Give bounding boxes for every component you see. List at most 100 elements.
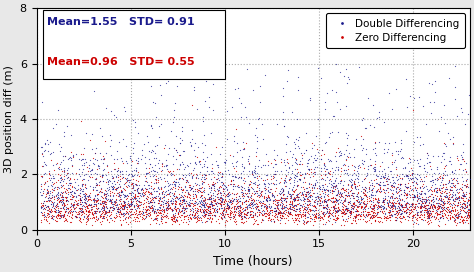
Point	[462, 196, 470, 200]
Point	[172, 100, 179, 105]
Point	[292, 209, 300, 213]
Point	[154, 161, 162, 166]
Point	[190, 214, 198, 218]
Point	[389, 204, 397, 209]
Point	[205, 213, 213, 218]
Point	[365, 210, 372, 214]
Point	[265, 182, 273, 186]
Point	[354, 204, 361, 209]
Point	[56, 214, 64, 218]
Point	[431, 177, 438, 181]
Point	[173, 215, 181, 219]
Point	[421, 208, 429, 212]
Point	[153, 189, 160, 193]
Point	[177, 213, 184, 218]
Point	[182, 178, 190, 182]
Point	[426, 187, 434, 191]
Point	[280, 205, 288, 209]
Point	[396, 208, 403, 212]
Point	[445, 212, 452, 217]
Point	[451, 214, 459, 218]
Point	[170, 181, 178, 186]
Point	[234, 183, 241, 187]
Point	[265, 213, 273, 217]
Point	[369, 193, 376, 198]
Point	[356, 165, 364, 169]
Point	[177, 192, 184, 197]
Point	[324, 215, 332, 219]
Point	[191, 200, 199, 205]
Point	[103, 206, 111, 211]
Point	[120, 206, 128, 210]
Point	[176, 203, 183, 208]
Point	[326, 213, 333, 218]
Point	[437, 204, 444, 208]
Point	[176, 162, 183, 166]
Point	[107, 137, 115, 142]
Point	[357, 134, 365, 138]
Point	[148, 202, 155, 207]
Point	[113, 191, 120, 196]
Point	[251, 182, 258, 186]
Point	[292, 213, 300, 217]
Point	[218, 180, 225, 184]
Point	[82, 205, 89, 209]
Point	[443, 182, 450, 186]
Point	[201, 143, 209, 147]
Point	[458, 155, 465, 159]
Point	[454, 158, 462, 163]
Point	[191, 160, 199, 165]
Point	[98, 205, 106, 210]
Point	[132, 217, 139, 221]
Point	[324, 193, 331, 198]
Point	[304, 188, 312, 193]
Point	[241, 214, 248, 218]
Point	[449, 135, 456, 139]
Point	[410, 220, 418, 224]
Point	[255, 198, 262, 203]
Point	[326, 187, 334, 192]
Point	[420, 203, 428, 208]
Point	[37, 206, 45, 210]
Point	[84, 214, 91, 218]
Point	[80, 197, 88, 201]
Point	[154, 213, 162, 217]
Point	[437, 191, 445, 195]
Point	[350, 202, 357, 206]
Point	[422, 210, 429, 214]
Point	[420, 215, 428, 219]
Point	[322, 220, 330, 224]
Point	[102, 194, 109, 199]
Point	[88, 168, 96, 172]
Point	[281, 178, 288, 183]
Point	[135, 212, 142, 216]
Point	[420, 166, 428, 171]
Point	[370, 213, 377, 218]
Point	[84, 206, 92, 211]
Point	[221, 169, 228, 173]
Point	[449, 141, 457, 146]
Point	[281, 124, 288, 128]
Point	[270, 209, 278, 213]
Point	[66, 181, 74, 185]
Point	[458, 110, 465, 114]
Point	[418, 199, 425, 203]
Point	[416, 135, 423, 140]
Point	[225, 200, 232, 205]
Point	[441, 142, 449, 146]
Point	[230, 197, 238, 201]
Point	[199, 199, 207, 203]
Point	[334, 188, 342, 192]
Point	[136, 210, 143, 214]
Point	[298, 205, 306, 209]
Point	[440, 201, 448, 205]
Point	[240, 176, 247, 180]
Point	[459, 218, 466, 222]
Point	[64, 157, 72, 161]
Point	[448, 205, 456, 210]
Point	[396, 182, 404, 186]
Point	[207, 219, 215, 223]
Point	[410, 207, 418, 211]
Point	[350, 154, 357, 159]
Point	[179, 197, 186, 202]
